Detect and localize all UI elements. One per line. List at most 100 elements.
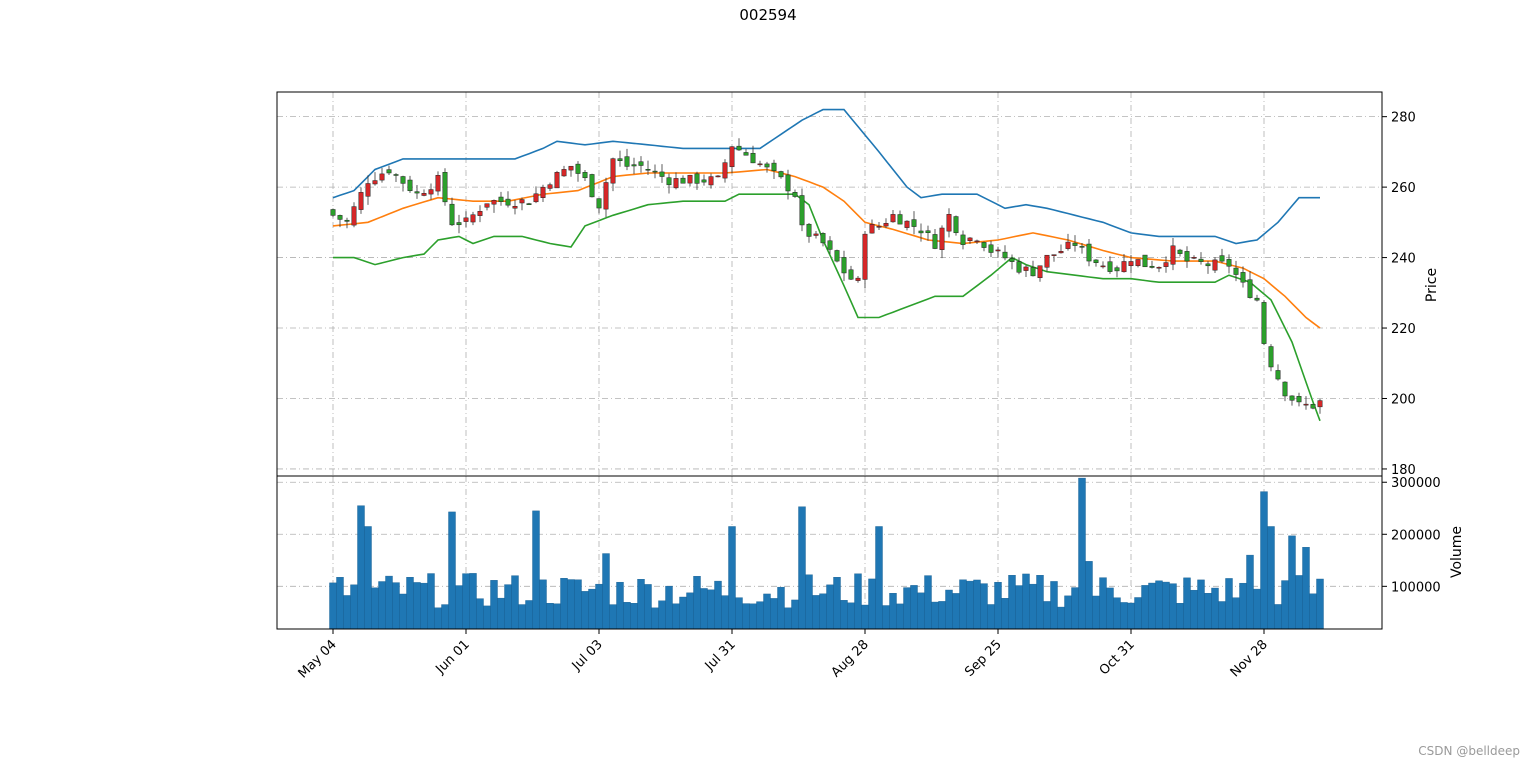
- volume-bar: [539, 579, 547, 630]
- candle-body: [995, 249, 1001, 252]
- candle-body: [1128, 261, 1134, 266]
- candles: [330, 138, 1323, 414]
- volume-bar: [490, 580, 498, 630]
- candle-body: [1212, 259, 1218, 271]
- candle-body: [582, 172, 588, 179]
- candle-body: [638, 161, 644, 166]
- candle-body: [372, 180, 378, 185]
- volume-bar: [903, 587, 911, 630]
- volume-bar: [833, 577, 841, 630]
- volume-bar: [623, 602, 631, 630]
- bb-middle-line: [332, 168, 1321, 329]
- candle-body: [337, 215, 343, 220]
- volume-bar: [1120, 602, 1128, 630]
- volume-bar: [644, 584, 652, 630]
- volume-bar: [1078, 477, 1086, 630]
- candle-body: [442, 172, 448, 203]
- x-tick-label: Nov 28: [1228, 637, 1271, 680]
- candle-body: [1275, 370, 1281, 380]
- x-tick-label: Jul 31: [702, 637, 739, 674]
- candle-body: [540, 186, 546, 198]
- candle-body: [757, 163, 763, 166]
- volume-bar: [679, 596, 687, 630]
- volume-bar: [854, 573, 862, 630]
- candle-body: [1051, 254, 1057, 256]
- volume-bar: [1155, 580, 1163, 630]
- candle-body: [680, 177, 686, 184]
- candle-body: [1065, 241, 1071, 249]
- candle-body: [939, 227, 945, 250]
- volume-bar: [847, 602, 855, 630]
- candle-body: [512, 205, 518, 209]
- candle-body: [750, 152, 756, 164]
- candle-body: [925, 230, 931, 234]
- candle-body: [603, 182, 609, 210]
- candle-body: [673, 178, 679, 189]
- x-tick-label: May 04: [296, 637, 340, 681]
- volume-bar: [1043, 601, 1051, 630]
- candle-body: [1233, 267, 1239, 275]
- candle-body: [953, 216, 959, 234]
- volume-bar: [1288, 535, 1296, 630]
- candle-body: [1296, 396, 1302, 403]
- volume-bar: [476, 598, 484, 630]
- candle-body: [589, 174, 595, 198]
- candle-body: [1261, 302, 1267, 344]
- volume-bar: [819, 593, 827, 630]
- candle-body: [771, 162, 777, 171]
- volume-bar: [637, 579, 645, 630]
- candle-body: [1156, 266, 1162, 269]
- candle-body: [813, 233, 819, 236]
- price-panel: 180 200 220 240 260 280 Price: [276, 91, 1440, 478]
- volume-bar: [553, 603, 561, 630]
- candle-body: [1254, 297, 1260, 301]
- volume-bar: [595, 583, 603, 630]
- volume-bar: [700, 588, 708, 630]
- candle-body: [1044, 254, 1050, 268]
- candle-body: [1219, 255, 1225, 262]
- candle-body: [869, 224, 875, 234]
- volume-bar: [385, 575, 393, 630]
- volume-tick-label: 100000: [1391, 580, 1441, 595]
- volume-bar: [1162, 581, 1170, 630]
- candle-body: [435, 175, 441, 192]
- volume-bar: [329, 582, 337, 630]
- candle-body: [365, 183, 371, 197]
- volume-bar: [721, 595, 729, 630]
- candle-body: [631, 164, 637, 167]
- candle-body: [519, 199, 525, 204]
- price-grid: [277, 92, 1382, 476]
- candle-body: [946, 214, 952, 232]
- candle-body: [715, 175, 721, 178]
- candle-body: [785, 174, 791, 192]
- volume-bar: [1057, 606, 1065, 630]
- candle-body: [1226, 259, 1232, 267]
- volume-bar: [518, 604, 526, 630]
- volume-bar: [455, 585, 463, 630]
- volume-bar: [364, 526, 372, 630]
- volume-bar: [371, 587, 379, 630]
- price-tick-label: 180: [1391, 463, 1416, 478]
- candle-body: [470, 214, 476, 223]
- volume-panel: 100000 200000 300000 Volume: [276, 475, 1465, 630]
- candle-body: [414, 191, 420, 194]
- volume-bar: [1197, 579, 1205, 630]
- candle-body: [890, 214, 896, 223]
- candle-body: [575, 163, 581, 174]
- volume-bar: [742, 603, 750, 630]
- candle-body: [1240, 272, 1246, 283]
- volume-bar: [1218, 601, 1226, 630]
- candle-body: [1114, 267, 1120, 272]
- volume-bar: [413, 582, 421, 630]
- price-tick-label: 240: [1391, 252, 1416, 267]
- volume-bar: [406, 577, 414, 630]
- volume-bar: [735, 597, 743, 630]
- volume-bar: [805, 574, 813, 630]
- candle-body: [463, 217, 469, 222]
- candle-body: [1030, 267, 1036, 277]
- candle-body: [848, 269, 854, 280]
- volume-bar: [434, 607, 442, 630]
- volume-bar: [665, 585, 673, 630]
- x-tick-label: Oct 31: [1097, 637, 1138, 678]
